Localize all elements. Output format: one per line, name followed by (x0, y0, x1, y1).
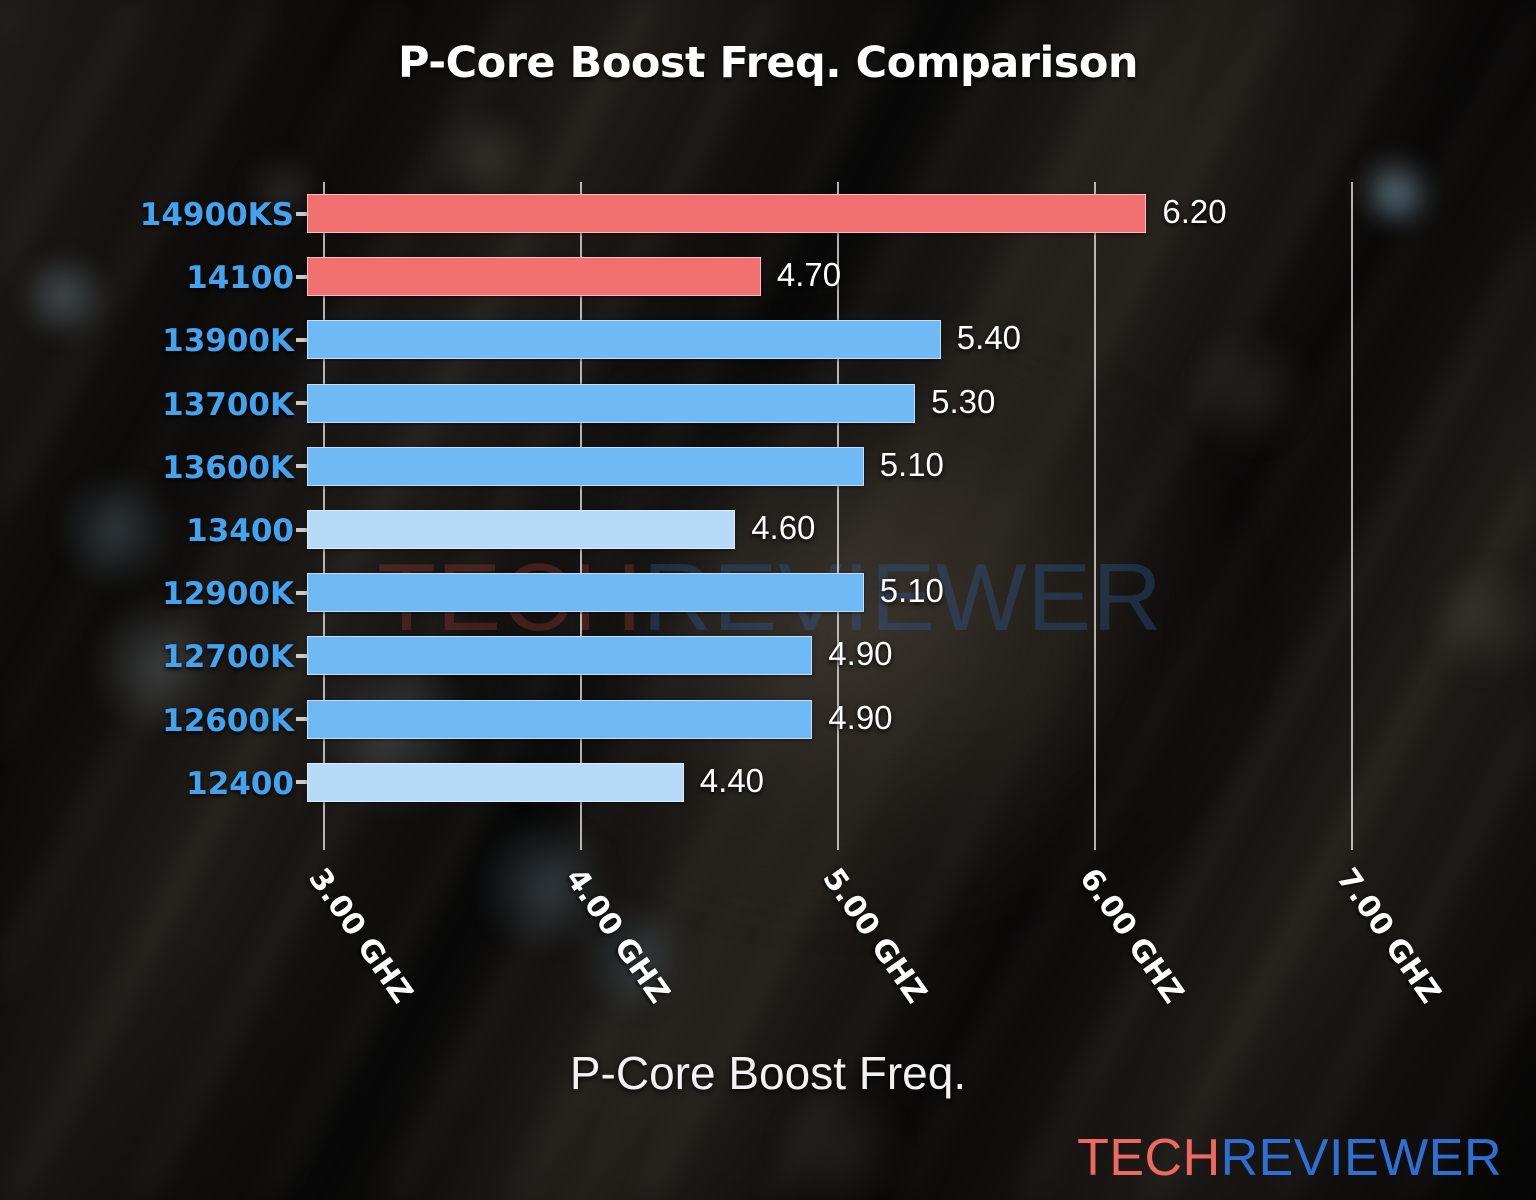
category-label: 12700K (162, 639, 294, 676)
bar (307, 573, 864, 613)
x-axis-tick-label: 5.00 GHZ (815, 862, 934, 1010)
category-label: 14900KS (139, 197, 294, 233)
bar (307, 510, 736, 549)
y-axis-tick (296, 717, 308, 722)
category-label: 13900K (162, 323, 294, 360)
x-axis-tick-label: 3.00 GHZ (301, 862, 420, 1010)
bar-row: 12700K 4.90 (0, 635, 1536, 699)
bar-row: 13600K 5.10 (0, 445, 1536, 510)
category-label: 12600K (162, 702, 294, 739)
bar-value-label: 4.90 (828, 698, 893, 736)
bar-value-label: 5.30 (931, 382, 996, 420)
x-axis-title: P-Core Boost Freq. (569, 1047, 967, 1099)
bar-value-label: 4.70 (776, 256, 842, 294)
bar-row: 12600K 4.90 (0, 698, 1536, 763)
y-axis-tick (296, 653, 308, 658)
y-axis-tick (296, 211, 308, 216)
bar (307, 257, 761, 297)
y-axis-tick (296, 274, 308, 279)
logo-tech: TECH (1077, 1129, 1221, 1187)
bar-value-label: 6.20 (1162, 193, 1227, 230)
logo-reviewer: REVIEWER (1220, 1129, 1502, 1187)
bar-row: 13700K 5.30 (0, 382, 1536, 447)
bar-value-label: 4.90 (828, 635, 893, 673)
y-axis-tick (296, 464, 308, 469)
x-axis-tick-label: 6.00 GHZ (1072, 862, 1191, 1010)
bar (307, 320, 941, 360)
category-label: 13400 (186, 513, 294, 549)
bar-row: 14900KS 6.20 (0, 193, 1536, 257)
category-label: 12400 (186, 765, 294, 802)
bar-value-label: 4.40 (699, 761, 765, 799)
bar (307, 762, 684, 802)
gridline (1351, 182, 1353, 850)
y-axis-tick (296, 527, 308, 532)
gridline (837, 182, 839, 850)
gridline (1094, 182, 1096, 850)
bar-row: 14100 4.70 (0, 256, 1536, 320)
bar-value-label: 5.40 (956, 319, 1022, 357)
bar-row: 13400 4.60 (0, 509, 1536, 573)
category-label: 14100 (186, 260, 294, 297)
bar (307, 699, 813, 739)
bar (307, 383, 916, 423)
category-label: 12900K (162, 576, 294, 613)
bar-row: 12400 4.40 (0, 761, 1536, 826)
techreviewer-logo: TECHREVIEWER (1077, 1128, 1502, 1188)
bar-row: 12900K 5.10 (0, 572, 1536, 636)
y-axis-tick (296, 401, 308, 406)
category-label: 13700K (162, 386, 294, 423)
bar-row: 13900K 5.40 (0, 319, 1536, 383)
y-axis-tick (296, 780, 308, 785)
y-axis-tick (296, 590, 308, 595)
x-axis-tick-label: 7.00 GHZ (1329, 862, 1448, 1010)
x-axis-tick-label: 4.00 GHZ (558, 862, 677, 1010)
bar-value-label: 4.60 (751, 509, 816, 546)
bar (307, 446, 864, 486)
bar-value-label: 5.10 (879, 445, 944, 483)
category-label: 13600K (162, 449, 294, 486)
chart-title: P-Core Boost Freq. Comparison (398, 38, 1139, 88)
bar (307, 636, 813, 676)
bar (307, 194, 1147, 233)
bar-value-label: 5.10 (879, 572, 944, 610)
y-axis-tick (296, 337, 308, 342)
